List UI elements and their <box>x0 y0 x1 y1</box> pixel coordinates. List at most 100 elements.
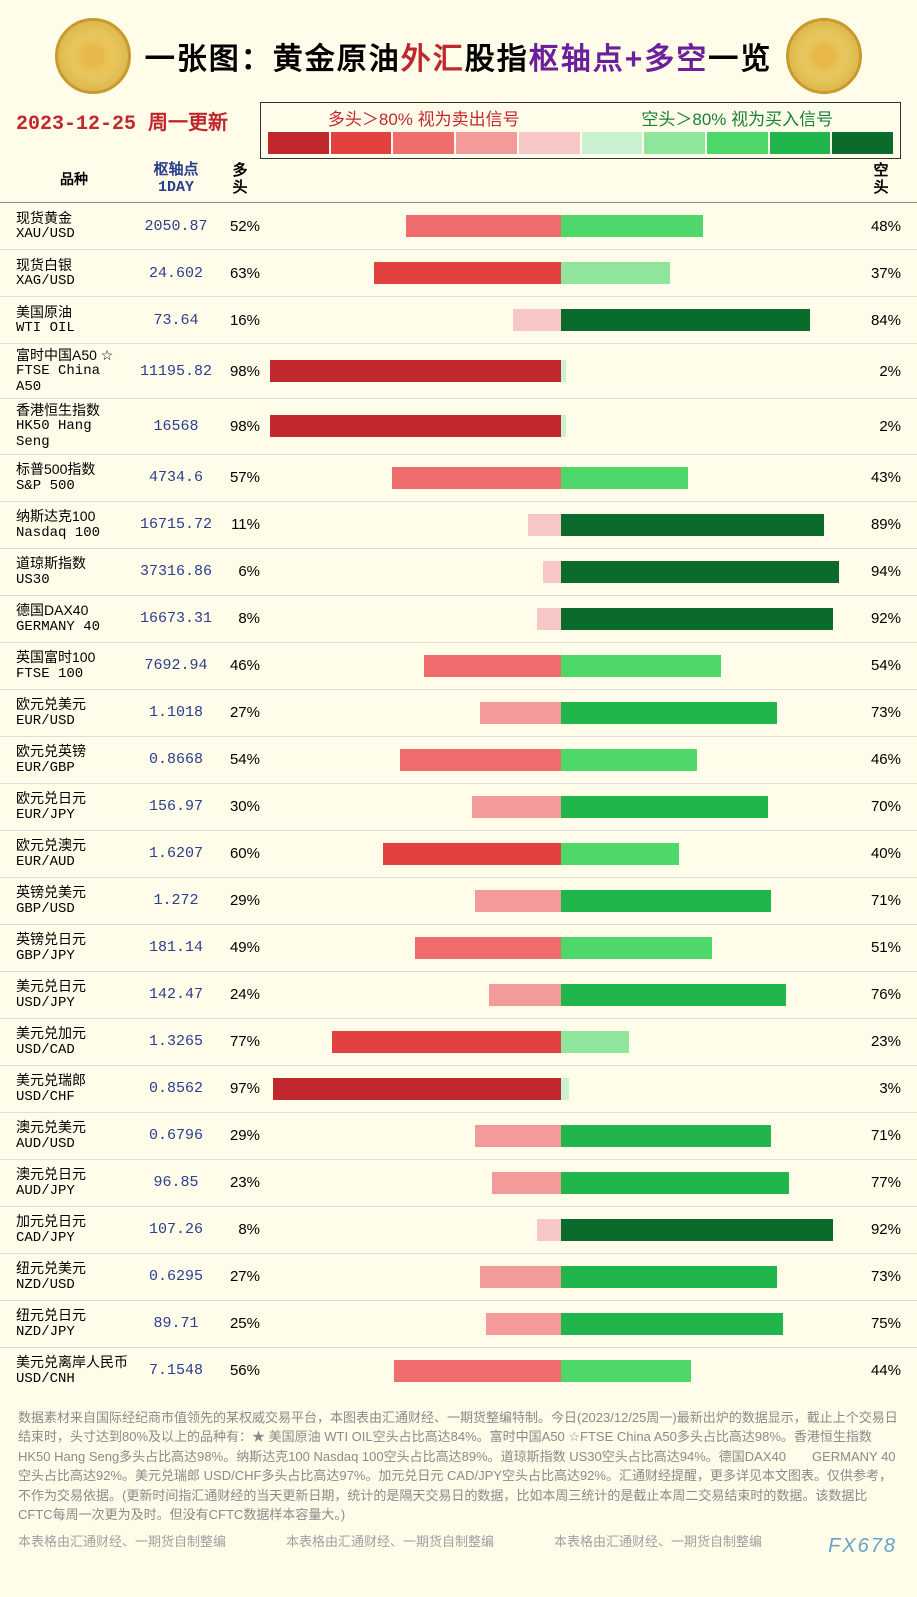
pivot-value: 0.8562 <box>132 1080 220 1097</box>
long-pct: 49% <box>220 939 260 956</box>
pivot-value: 2050.87 <box>132 218 220 235</box>
short-pct: 70% <box>861 798 901 815</box>
short-pct: 76% <box>861 986 901 1003</box>
table-row: 美元兑瑞郎USD/CHF0.856297% 3% <box>0 1065 917 1112</box>
long-pct: 6% <box>220 563 260 580</box>
table-row: 欧元兑英镑EUR/GBP0.866854%46% <box>0 736 917 783</box>
footer-note: 数据素材来自国际经纪商市值领先的某权威交易平台，本图表由汇通财经、一期货整编特制… <box>0 1394 917 1531</box>
sentiment-bar <box>264 561 857 583</box>
pivot-value: 16673.31 <box>132 610 220 627</box>
pivot-value: 1.6207 <box>132 845 220 862</box>
instrument-name: 美元兑离岸人民币USD/CNH <box>16 1354 132 1386</box>
instrument-name: 美国原油WTI OIL <box>16 304 132 336</box>
short-pct: 94% <box>861 563 901 580</box>
coin-icon-right <box>786 18 862 94</box>
instrument-name: 现货黄金XAU/USD <box>16 210 132 242</box>
table-row: 澳元兑美元AUD/USD0.679629%71% <box>0 1112 917 1159</box>
sentiment-bar <box>264 1172 857 1194</box>
table-row: 纽元兑日元NZD/JPY89.7125%75% <box>0 1300 917 1347</box>
table-row: 现货黄金XAU/USD2050.8752%48% <box>0 203 917 249</box>
legend-gradient <box>267 132 894 154</box>
short-pct: 84% <box>861 312 901 329</box>
table-row: 道琼斯指数US3037316.866%94% <box>0 548 917 595</box>
instrument-name: 欧元兑美元EUR/USD <box>16 696 132 728</box>
table-row: 英国富时100FTSE 1007692.9446%54% <box>0 642 917 689</box>
legend-buy: 空头＞80% 视为买入信号 <box>641 105 833 130</box>
sentiment-bar <box>264 1219 857 1241</box>
short-pct: 2% <box>861 418 901 435</box>
long-pct: 77% <box>220 1033 260 1050</box>
long-pct: 98% <box>220 418 260 435</box>
short-pct: 89% <box>861 516 901 533</box>
table-row: 英镑兑美元GBP/USD1.27229%71% <box>0 877 917 924</box>
sentiment-bar <box>264 749 857 771</box>
page-title: 一张图：黄金原油外汇股指枢轴点+多空一览 <box>145 34 773 78</box>
short-pct: 46% <box>861 751 901 768</box>
sentiment-bar <box>264 655 857 677</box>
long-pct: 46% <box>220 657 260 674</box>
short-pct: 43% <box>861 469 901 486</box>
pivot-value: 73.64 <box>132 312 220 329</box>
table-row: 英镑兑日元GBP/JPY181.1449%51% <box>0 924 917 971</box>
sentiment-bar <box>264 1125 857 1147</box>
table-row: 香港恒生指数HK50 Hang Seng1656898%2% <box>0 398 917 453</box>
short-pct: 44% <box>861 1362 901 1379</box>
instrument-name: 富时中国A50 ☆FTSE China A50 <box>16 347 132 395</box>
long-pct: 97% <box>220 1080 260 1097</box>
long-pct: 60% <box>220 845 260 862</box>
instrument-name: 标普500指数S&P 500 <box>16 461 132 493</box>
hdr-pivot: 枢轴点1DAY <box>132 163 220 196</box>
instrument-name: 德国DAX40GERMANY 40 <box>16 602 132 634</box>
sentiment-bar <box>264 1360 857 1382</box>
coin-icon-left <box>55 18 131 94</box>
sentiment-bar <box>264 1078 857 1100</box>
instrument-name: 英镑兑日元GBP/JPY <box>16 931 132 963</box>
instrument-name: 纽元兑日元NZD/JPY <box>16 1307 132 1339</box>
long-pct: 11% <box>220 516 260 533</box>
sentiment-bar <box>264 608 857 630</box>
instrument-name: 现货白银XAG/USD <box>16 257 132 289</box>
long-pct: 63% <box>220 265 260 282</box>
short-pct: 71% <box>861 892 901 909</box>
long-pct: 8% <box>220 610 260 627</box>
legend-sell: 多头＞80% 视为卖出信号 <box>328 105 520 130</box>
table-row: 现货白银XAG/USD24.60263% 37% <box>0 249 917 296</box>
instrument-name: 欧元兑澳元EUR/AUD <box>16 837 132 869</box>
short-pct: 37% <box>861 265 901 282</box>
short-pct: 73% <box>861 704 901 721</box>
pivot-value: 24.602 <box>132 265 220 282</box>
instrument-name: 美元兑加元USD/CAD <box>16 1025 132 1057</box>
sentiment-bar <box>264 702 857 724</box>
pivot-value: 142.47 <box>132 986 220 1003</box>
long-pct: 23% <box>220 1174 260 1191</box>
instrument-name: 英国富时100FTSE 100 <box>16 649 132 681</box>
table-row: 纽元兑美元NZD/USD0.629527%73% <box>0 1253 917 1300</box>
short-pct: 23% <box>861 1033 901 1050</box>
short-pct: 3% <box>861 1080 901 1097</box>
sentiment-bar <box>264 360 857 382</box>
pivot-value: 156.97 <box>132 798 220 815</box>
pivot-value: 107.26 <box>132 1221 220 1238</box>
sentiment-bar <box>264 309 857 331</box>
sentiment-bar <box>264 1313 857 1335</box>
table-row: 欧元兑美元EUR/USD1.101827%73% <box>0 689 917 736</box>
table-row: 美元兑日元USD/JPY142.4724%76% <box>0 971 917 1018</box>
instrument-name: 欧元兑日元EUR/JPY <box>16 790 132 822</box>
table-row: 欧元兑日元EUR/JPY156.9730%70% <box>0 783 917 830</box>
short-pct: 48% <box>861 218 901 235</box>
pivot-value: 16568 <box>132 418 220 435</box>
short-pct: 40% <box>861 845 901 862</box>
data-rows: 现货黄金XAU/USD2050.8752%48%现货白银XAG/USD24.60… <box>0 203 917 1394</box>
instrument-name: 澳元兑美元AUD/USD <box>16 1119 132 1151</box>
pivot-value: 7.1548 <box>132 1362 220 1379</box>
pivot-value: 7692.94 <box>132 657 220 674</box>
pivot-value: 89.71 <box>132 1315 220 1332</box>
header-bar: 一张图：黄金原油外汇股指枢轴点+多空一览 <box>0 0 917 102</box>
instrument-name: 美元兑瑞郎USD/CHF <box>16 1072 132 1104</box>
sentiment-bar <box>264 1266 857 1288</box>
sentiment-bar <box>264 796 857 818</box>
sentiment-bar <box>264 215 857 237</box>
short-pct: 75% <box>861 1315 901 1332</box>
instrument-name: 道琼斯指数US30 <box>16 555 132 587</box>
short-pct: 51% <box>861 939 901 956</box>
